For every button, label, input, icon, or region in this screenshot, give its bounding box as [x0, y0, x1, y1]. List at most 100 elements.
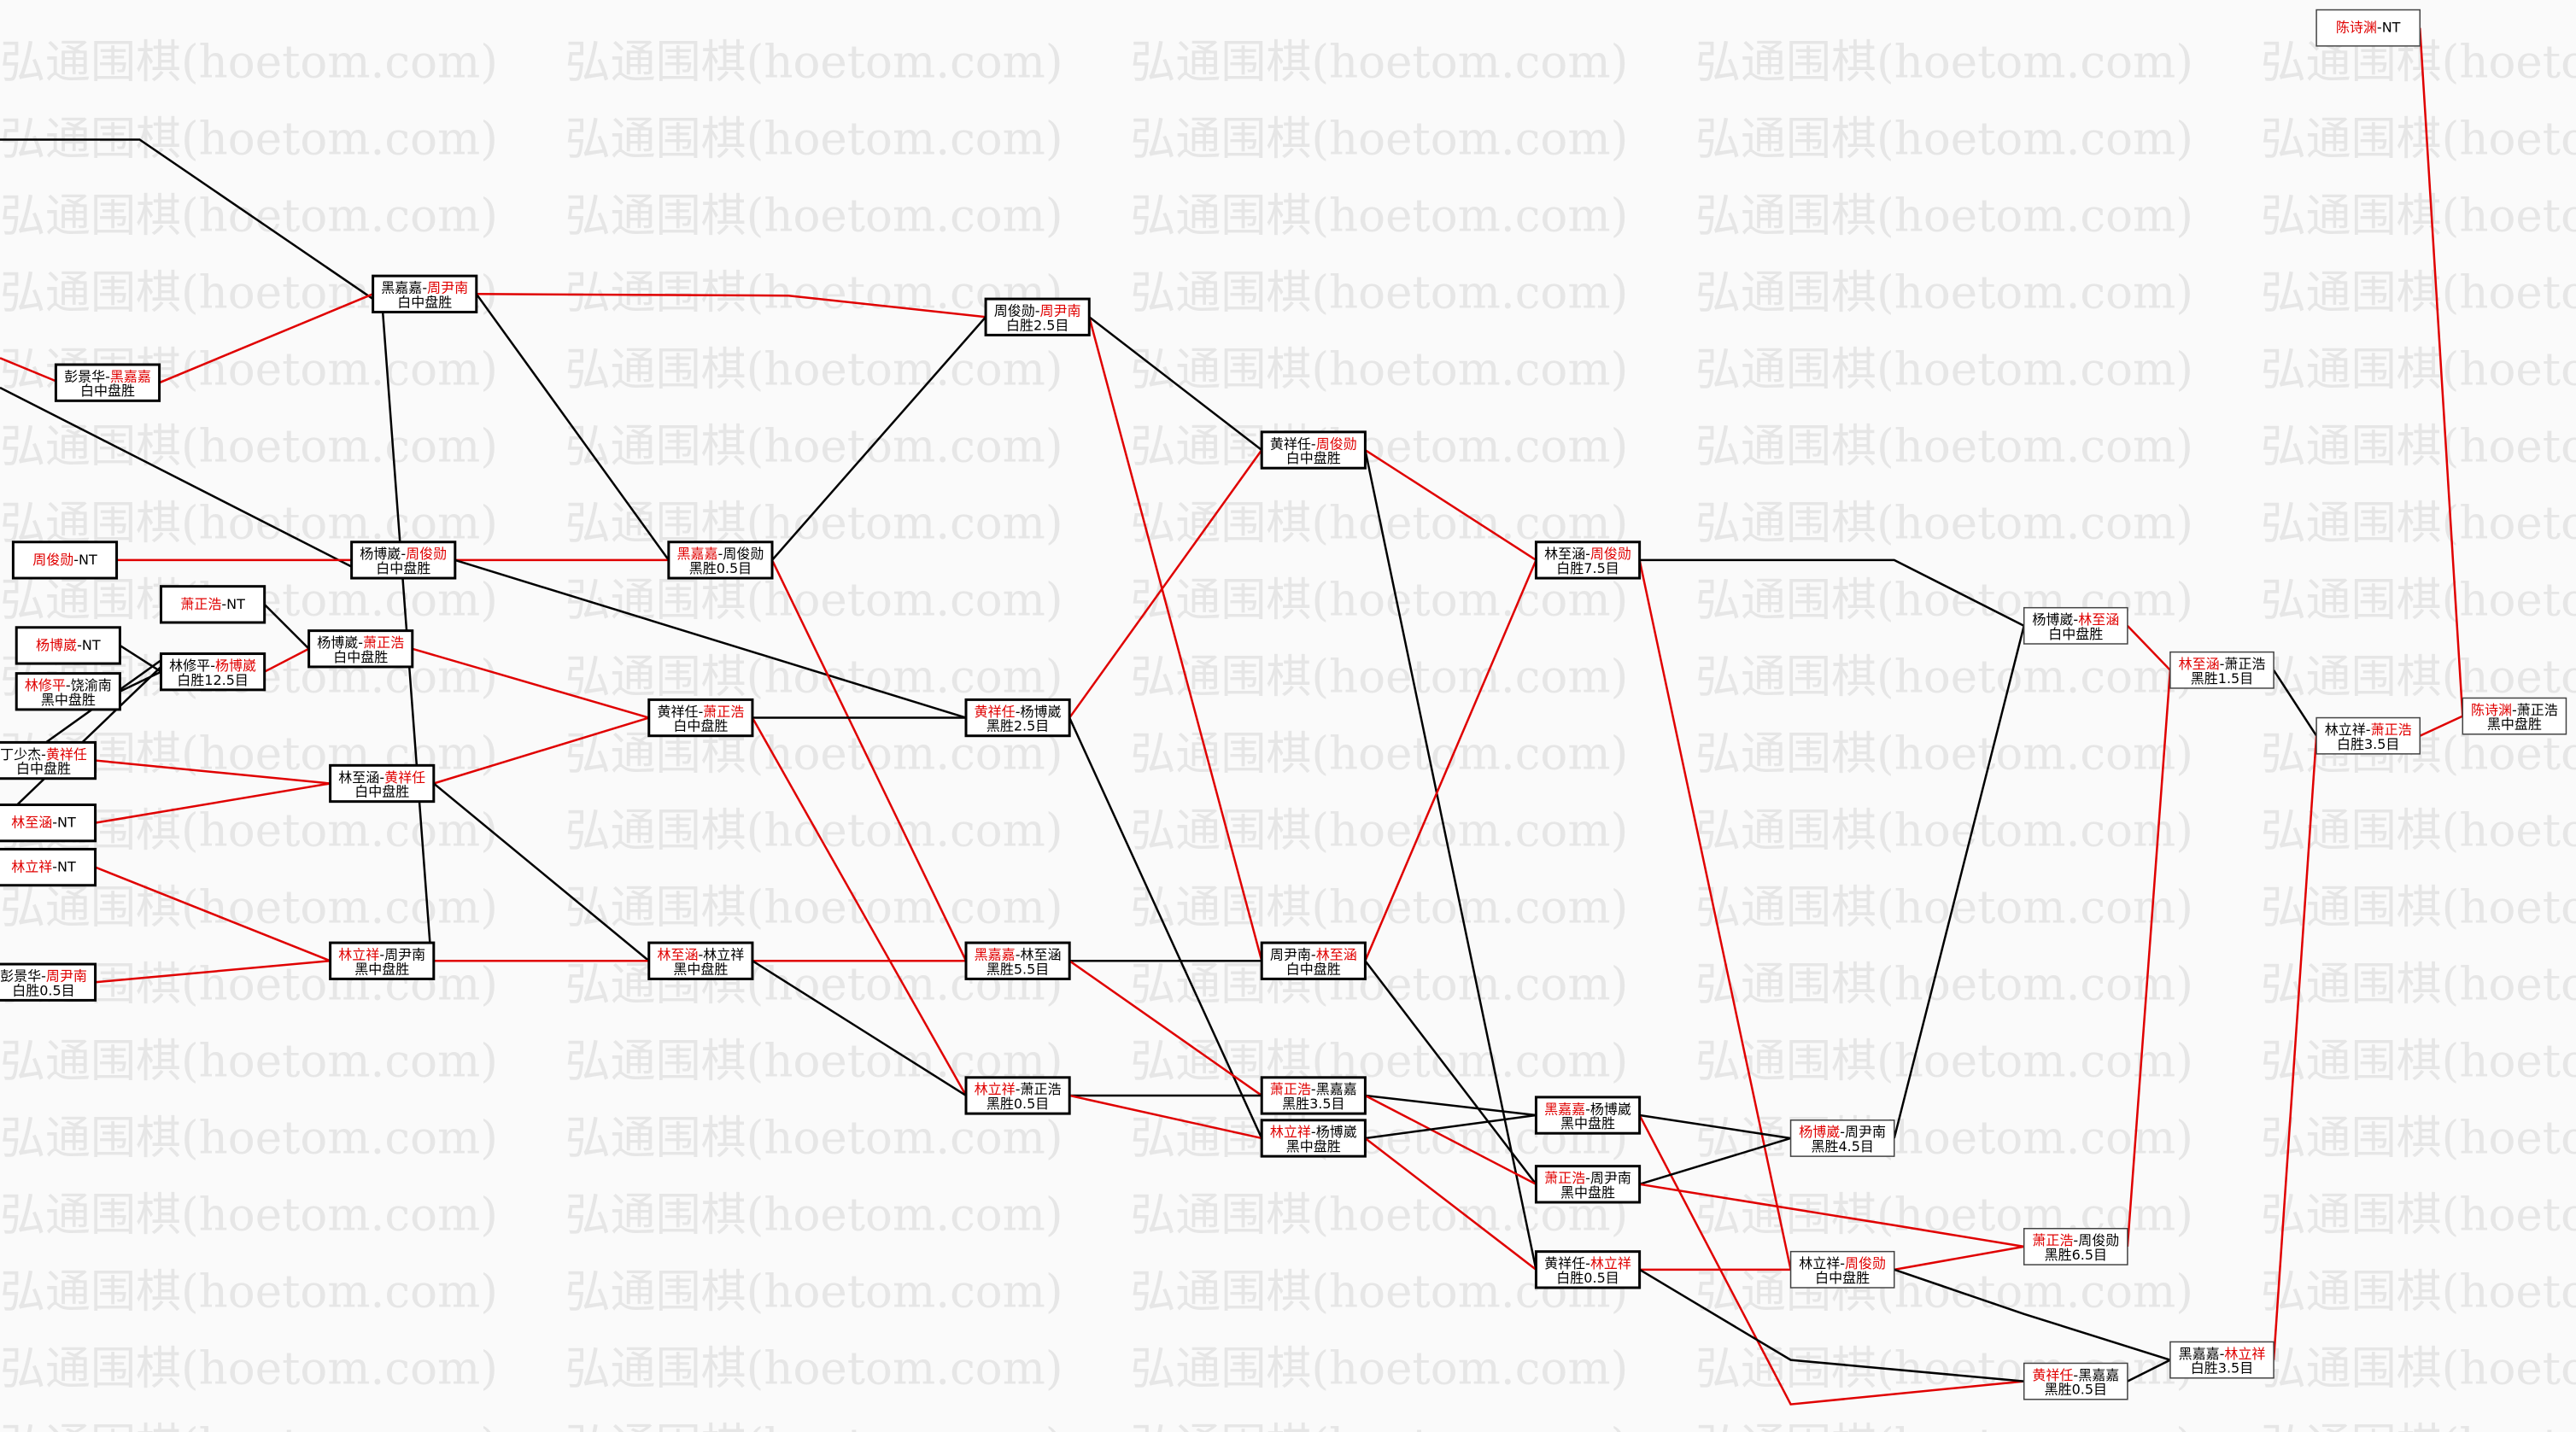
match-players: 彭景华-黑嘉嘉	[64, 368, 151, 384]
edge	[1068, 717, 1263, 1139]
player-name: 黄祥任	[384, 769, 425, 785]
player-name: 萧正浩	[703, 703, 744, 719]
edge	[119, 644, 162, 673]
match-players: 周尹南-林至涵	[1270, 946, 1357, 962]
match-players: 萧正浩-周俊勋	[2032, 1232, 2119, 1248]
player-name: 萧正浩	[2224, 656, 2265, 672]
match-box	[2169, 651, 2274, 689]
player-name: 周尹南	[46, 967, 87, 984]
edge	[1068, 960, 1262, 1096]
edge	[1639, 1183, 2024, 1248]
match-result: 白胜2.5目	[1006, 317, 1068, 333]
player-name: -	[2377, 19, 2382, 35]
player-name: -	[1311, 1081, 1316, 1097]
match-result: 黑中盘胜	[1560, 1115, 1615, 1131]
player-name: 丁少杰	[0, 745, 41, 762]
edge	[412, 647, 650, 719]
player-name: -	[379, 946, 384, 962]
edge	[1638, 1268, 2024, 1382]
match-players: 黑嘉嘉-周俊勋	[677, 546, 764, 562]
watermark: 弘通围棋(hoetom.com)	[1130, 190, 1628, 242]
edge	[433, 782, 650, 962]
match-players: 萧正浩-黑嘉嘉	[1270, 1081, 1357, 1097]
match-result: 白中盘胜	[333, 649, 388, 665]
player-name: 黑嘉嘉	[1316, 1081, 1357, 1097]
watermark: 弘通围棋(hoetom.com)	[565, 805, 1063, 857]
match-box	[984, 297, 1091, 336]
edge	[454, 558, 967, 719]
watermark: 弘通围棋(hoetom.com)	[565, 266, 1063, 319]
match-result: 黑胜0.5目	[2045, 1382, 2107, 1398]
player-name: 周俊勋	[723, 546, 764, 562]
player-name: 林至涵	[657, 946, 698, 962]
player-name: 周俊勋	[994, 302, 1035, 319]
player-name: 黑嘉嘉	[2179, 1345, 2220, 1361]
watermark: 弘通围棋(hoetom.com)	[1695, 1266, 2193, 1318]
edge	[2419, 715, 2463, 737]
match-box	[647, 941, 754, 980]
edge	[751, 716, 968, 1096]
watermark: 弘通围棋(hoetom.com)	[1130, 343, 1628, 395]
player-name: 林修平	[25, 677, 66, 693]
player-name: 黑嘉嘉	[1544, 1101, 1585, 1117]
player-name: 周尹南	[1040, 302, 1081, 319]
edge	[1639, 1113, 1791, 1140]
edge	[95, 959, 331, 984]
match-box	[2023, 606, 2128, 645]
player-name: -	[2220, 656, 2225, 672]
player-name: 林至涵	[2179, 656, 2220, 672]
match-players: 林立祥-萧正浩	[975, 1081, 1062, 1097]
player-name: 萧正浩	[1544, 1170, 1585, 1186]
edge	[95, 782, 331, 824]
player-name: -	[105, 368, 110, 384]
edge	[1638, 559, 1792, 1271]
match-box	[1260, 941, 1367, 980]
match-box	[2023, 1362, 2128, 1400]
watermark: 弘通围棋(hoetom.com)	[1130, 1420, 1628, 1432]
watermark: 弘通围棋(hoetom.com)	[565, 1266, 1063, 1318]
edge	[1639, 558, 2025, 627]
watermark: 弘通围棋(hoetom.com)	[565, 113, 1063, 165]
watermark: 弘通围棋(hoetom.com)	[565, 190, 1063, 242]
watermark: 弘通围棋(hoetom.com)	[2261, 1189, 2576, 1242]
edge	[1893, 625, 2025, 1139]
edge	[2419, 27, 2464, 716]
watermark: 弘通围棋(hoetom.com)	[0, 1036, 498, 1088]
match-box	[1534, 1165, 1642, 1204]
watermark: 弘通围棋(hoetom.com)	[1130, 113, 1628, 165]
watermark: 弘通围棋(hoetom.com)	[565, 1113, 1063, 1165]
match-result: 白中盘胜	[1286, 961, 1341, 977]
watermark: 弘通围棋(hoetom.com)	[565, 420, 1063, 472]
player-name: 周俊勋	[1590, 546, 1631, 562]
player-name: 萧正浩	[180, 595, 221, 611]
watermark: 弘通围棋(hoetom.com)	[1130, 575, 1628, 627]
player-name: 林至涵	[1020, 946, 1061, 962]
edge	[95, 866, 331, 962]
match-players: 周俊勋-周尹南	[994, 302, 1081, 319]
watermark: 弘通围棋(hoetom.com)	[1695, 343, 2193, 395]
player-name: -	[379, 769, 384, 785]
edge	[1088, 316, 1262, 452]
player-name: 林立祥	[975, 1081, 1016, 1097]
player-name: -	[358, 634, 363, 651]
match-players: 黑嘉嘉-林至涵	[975, 946, 1062, 962]
watermark: 弘通围棋(hoetom.com)	[565, 498, 1063, 550]
match-result: 黑胜2.5目	[986, 718, 1049, 734]
player-name: -	[73, 551, 79, 567]
edge	[2127, 1359, 2171, 1382]
watermark: 弘通围棋(hoetom.com)	[1695, 498, 2193, 550]
match-players: 林至涵-NT	[11, 814, 76, 830]
player-name: 林立祥	[1799, 1255, 1840, 1271]
watermark: 弘通围棋(hoetom.com)	[2261, 266, 2576, 319]
match-result: 白中盘胜	[397, 294, 452, 310]
player-name: 杨博崴	[360, 546, 401, 562]
match-box	[2169, 1341, 2274, 1379]
